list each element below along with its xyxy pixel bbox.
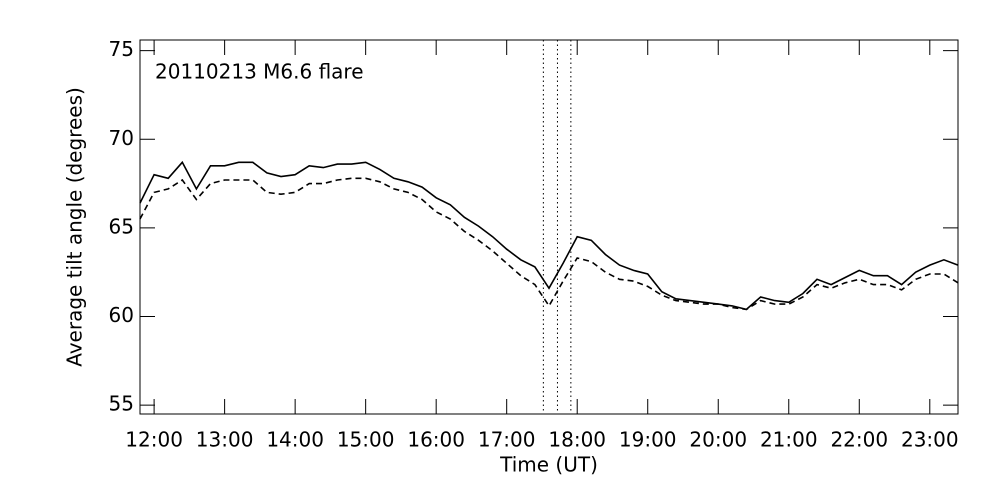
annotation: 20110213 M6.6 flare (155, 60, 364, 84)
series-line (139, 160, 959, 311)
y-tick-label: 70 (109, 126, 134, 150)
x-tick-label: 20:00 (689, 428, 747, 452)
x-tick-label: 12:00 (125, 428, 183, 452)
y-axis-label: Average tilt angle (degrees) (63, 87, 87, 367)
x-tick-label: 19:00 (619, 428, 677, 452)
y-tick-label: 65 (109, 214, 134, 238)
y-tick-label: 60 (109, 303, 134, 327)
x-tick-label: 18:00 (548, 428, 606, 452)
x-tick-label: 23:00 (901, 428, 959, 452)
x-axis-label: Time (UT) (499, 453, 598, 477)
x-tick-label: 13:00 (196, 428, 254, 452)
x-tick-label: 21:00 (760, 428, 818, 452)
x-tick-label: 22:00 (830, 428, 888, 452)
y-tick-label: 55 (109, 392, 134, 416)
x-tick-label: 15:00 (337, 428, 395, 452)
y-tick-label: 75 (109, 37, 134, 61)
plot-frame (139, 39, 959, 415)
x-tick-label: 14:00 (266, 428, 324, 452)
x-tick-label: 17:00 (478, 428, 536, 452)
x-tick-label: 16:00 (407, 428, 465, 452)
